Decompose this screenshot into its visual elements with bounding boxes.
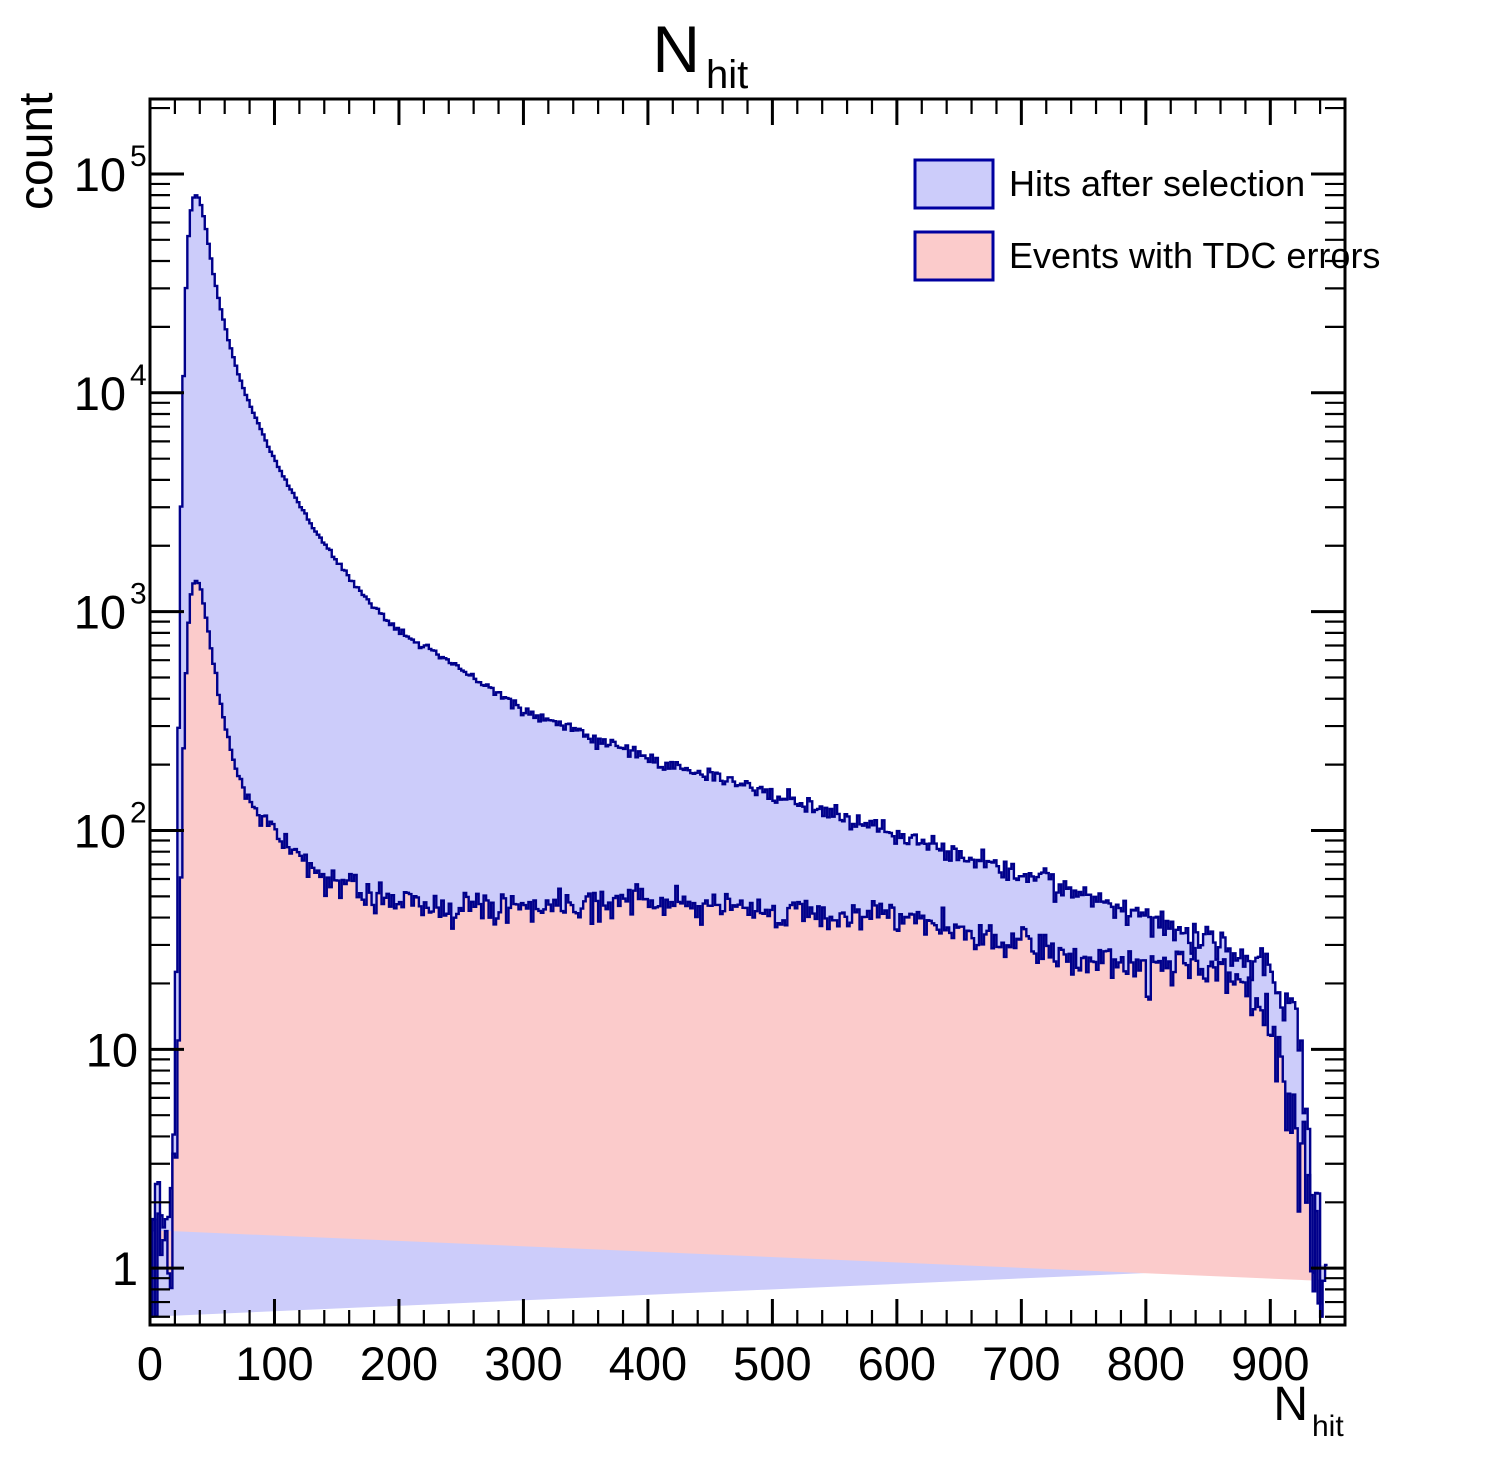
x-axis-label: N hit [1273,1378,1344,1443]
y-tick-label-exponent: 2 [130,796,147,829]
legend-label-events-with-tdc-errors: Events with TDC errors [1009,235,1380,276]
x-tick-label: 100 [235,1337,313,1390]
y-tick-label-exponent: 5 [130,140,147,173]
axis-ticks-layer [148,99,1347,1325]
y-tick-label-base: 1 [112,1242,138,1295]
histogram-series-layer [150,194,1328,1318]
x-tick-label: 0 [137,1337,163,1390]
plot-frame [148,97,1347,1327]
legend-swatch-hits-after-selection [913,158,995,210]
y-tick-label: 10 4 [74,359,147,420]
y-tick-label: 10 2 [74,796,147,857]
histogram-outline-hits-after-selection [150,194,1328,1318]
plot-title-subscript: hit [706,53,748,97]
y-tick-label: 10 3 [74,578,147,639]
y-tick-label-base: 10 [74,148,126,201]
legend-label-hits-after-selection: Hits after selection [1009,163,1305,204]
legend-swatch-events-with-tdc-errors [913,230,995,282]
x-tick-label: 300 [484,1337,562,1390]
histogram-fill-events-with-tdc-errors [150,580,1323,1317]
y-tick-label-base: 10 [74,804,126,857]
y-tick-label: 10 5 [74,140,147,201]
x-tick-label: 400 [609,1337,687,1390]
plot-title: N hit [652,12,748,97]
x-tick-labels: 0 100 200 300 400 500 600 700 800 900 [137,1337,1310,1390]
y-tick-label-base: 10 [74,367,126,420]
x-tick-label: 500 [733,1337,811,1390]
y-tick-label: 1 [112,1242,138,1295]
histogram-outline-events-with-tdc-errors [150,579,1323,1318]
legend-entry-0[interactable]: Hits after selection [913,158,1305,210]
x-axis-label-subscript: hit [1312,1410,1344,1443]
legend-entry-1[interactable]: Events with TDC errors [913,230,1380,282]
y-tick-label: 10 [86,1023,138,1076]
y-tick-label-base: 10 [74,586,126,639]
x-tick-label: 600 [858,1337,936,1390]
y-tick-label-exponent: 3 [130,578,147,611]
x-tick-label: 200 [360,1337,438,1390]
plot-title-main: N [652,12,700,86]
y-tick-label-base: 10 [86,1023,138,1076]
x-axis-label-main: N [1273,1378,1308,1431]
legend: Hits after selection Events with TDC err… [913,158,1380,282]
y-axis-label: count [10,93,63,210]
x-tick-label: 800 [1107,1337,1185,1390]
x-tick-label: 700 [982,1337,1060,1390]
y-tick-label-exponent: 4 [130,359,147,392]
x-tick-label: 900 [1231,1337,1309,1390]
